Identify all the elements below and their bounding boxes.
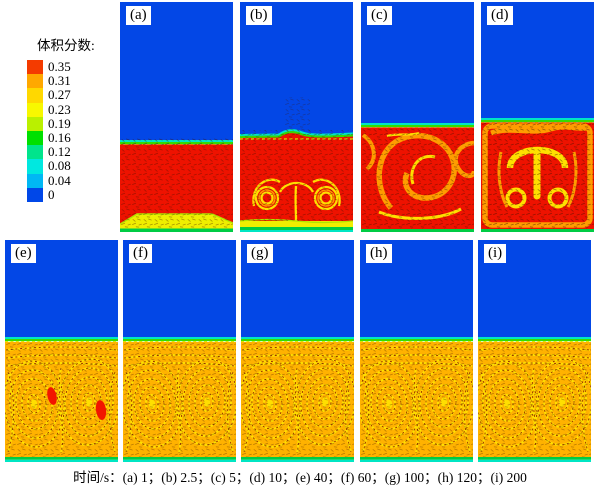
panel-b: (b) bbox=[240, 2, 353, 232]
panel-c: (c) bbox=[361, 2, 474, 232]
legend-entry: 0.16 bbox=[27, 129, 95, 146]
legend-swatch bbox=[27, 145, 43, 160]
contour-plot-i bbox=[478, 240, 591, 462]
legend-entry: 0.08 bbox=[27, 158, 95, 174]
panel-label: (e) bbox=[11, 244, 36, 263]
legend-tick-label: 0 bbox=[48, 186, 55, 202]
panel-label: (a) bbox=[126, 6, 151, 25]
legend-tick-label: 0.16 bbox=[48, 129, 71, 145]
legend-swatch bbox=[27, 187, 43, 202]
legend-entry: 0.04 bbox=[27, 172, 95, 188]
legend-swatch bbox=[27, 173, 43, 188]
legend-tick-label: 0.23 bbox=[48, 101, 71, 117]
contour-plot-f bbox=[123, 240, 236, 462]
panel-a: (a) bbox=[120, 2, 233, 232]
contour-plot-h bbox=[360, 240, 473, 462]
panel-label: (i) bbox=[484, 244, 507, 263]
contour-plot-c bbox=[361, 2, 474, 232]
legend-swatch bbox=[27, 102, 43, 117]
legend-tick-label: 0.04 bbox=[48, 172, 71, 188]
legend-tick-label: 0.35 bbox=[48, 59, 71, 74]
legend-entry: 0.27 bbox=[27, 87, 95, 103]
legend-tick-label: 0.12 bbox=[48, 144, 71, 160]
panel-d: (d) bbox=[481, 2, 594, 232]
legend-entry: 0.35 bbox=[27, 59, 95, 75]
panel-label: (f) bbox=[129, 244, 152, 263]
panel-h: (h) bbox=[360, 240, 473, 462]
legend-entry: 0.31 bbox=[27, 73, 95, 89]
time-caption: 时间/s：(a) 1；(b) 2.5；(c) 5；(d) 10；(e) 40；(… bbox=[73, 470, 527, 485]
panel-f: (f) bbox=[123, 240, 236, 462]
legend-entry: 0.12 bbox=[27, 144, 95, 160]
panel-e: (e) bbox=[5, 240, 118, 462]
panel-label: (d) bbox=[487, 6, 513, 25]
legend-tick-label: 0.19 bbox=[48, 115, 71, 131]
legend-entry: 0.23 bbox=[27, 101, 95, 117]
panel-g: (g) bbox=[241, 240, 354, 462]
contour-plot-g bbox=[241, 240, 354, 462]
legend-swatch bbox=[27, 159, 43, 174]
legend-tick-label: 0.27 bbox=[48, 87, 71, 103]
legend-swatch bbox=[27, 74, 43, 89]
legend-swatch bbox=[27, 60, 43, 75]
contour-plot-b bbox=[240, 2, 353, 232]
panel-label: (b) bbox=[246, 6, 272, 25]
panel-label: (h) bbox=[366, 244, 392, 263]
contour-plot-a bbox=[120, 2, 233, 232]
legend-swatch bbox=[27, 88, 43, 103]
legend-tick-label: 0.31 bbox=[48, 73, 71, 89]
volume-fraction-legend: 体积分数: 0.35 0.31 0.27 0.23 0.19 0.16 0.12 0.08 0.… bbox=[27, 34, 95, 202]
legend-swatch bbox=[27, 116, 43, 131]
panel-label: (c) bbox=[367, 6, 392, 25]
legend-swatch bbox=[27, 130, 43, 146]
legend-colorbar: 0.35 0.31 0.27 0.23 0.19 0.16 0.12 0.08 0.04 0 bbox=[27, 59, 95, 202]
contour-plot-d bbox=[481, 2, 594, 232]
legend-title: 体积分数: bbox=[37, 38, 95, 53]
legend-entry: 0.19 bbox=[27, 115, 95, 131]
legend-tick-label: 0.08 bbox=[48, 158, 71, 174]
panel-i: (i) bbox=[478, 240, 591, 462]
contour-plot-e bbox=[5, 240, 118, 462]
panel-label: (g) bbox=[247, 244, 273, 263]
legend-entry: 0 bbox=[27, 186, 95, 202]
